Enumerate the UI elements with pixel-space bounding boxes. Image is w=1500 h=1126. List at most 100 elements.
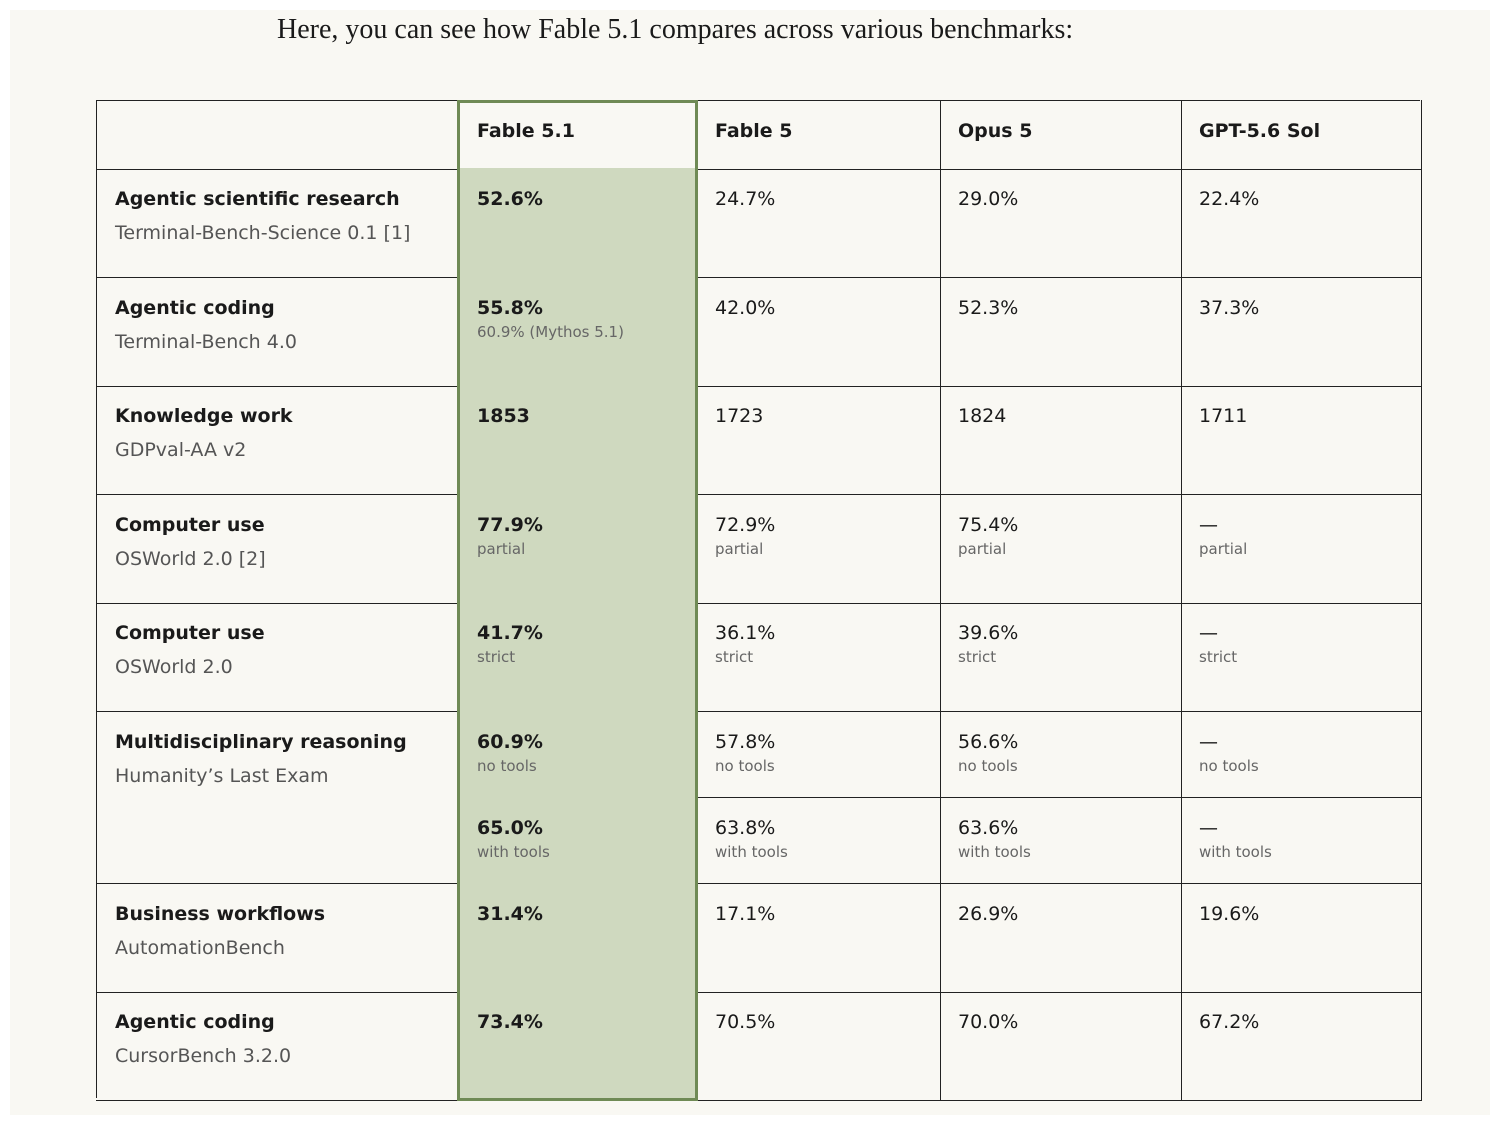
result-cell: 1824 (939, 385, 1182, 495)
result-cell: 72.9% partial (696, 493, 941, 604)
result-value: 1711 (1199, 405, 1248, 427)
result-value: 55.8% (477, 296, 543, 319)
result-cell: 57.8% no tools (696, 710, 941, 798)
result-cell: 67.2% (1180, 991, 1422, 1101)
result-value: 39.6% (958, 622, 1019, 644)
row-label-cell: Agentic coding CursorBench 3.2.0 (96, 991, 460, 1101)
result-cell: 26.9% (939, 882, 1182, 993)
result-value: 56.6% (958, 730, 1019, 753)
row-label-cell: Computer use OSWorld 2.0 (96, 602, 460, 712)
task-name: Business workflows (115, 902, 326, 925)
result-value: 41.7% (477, 622, 543, 644)
result-value: — (1199, 513, 1218, 536)
benchmark-name: OSWorld 2.0 [2] (115, 547, 266, 570)
result-value: 57.8% (715, 730, 776, 753)
result-note: partial (477, 539, 526, 558)
task-name: Agentic scientific research (115, 188, 400, 210)
result-note: partial (958, 539, 1007, 558)
result-value: 70.0% (958, 1011, 1019, 1033)
result-cell: 39.6% strict (939, 602, 1182, 712)
task-name: Multidisciplinary reasoning (115, 730, 407, 753)
result-cell: 52.6% (458, 168, 698, 278)
benchmark-name: GDPval-AA v2 (115, 439, 247, 461)
result-cell: — strict (1180, 602, 1422, 712)
result-cell: 77.9% partial (458, 493, 698, 604)
result-value: 37.3% (1199, 296, 1260, 319)
result-cell: 31.4% (458, 882, 698, 993)
result-value: 63.6% (958, 816, 1019, 839)
result-value: 72.9% (715, 513, 776, 536)
result-value: 26.9% (958, 902, 1019, 925)
task-name: Computer use (115, 622, 265, 644)
row-label-cell: Agentic coding Terminal-Bench 4.0 (96, 276, 460, 387)
result-value: 67.2% (1199, 1011, 1260, 1033)
result-value: 73.4% (477, 1011, 543, 1033)
task-name: Computer use (115, 513, 265, 536)
result-value: 65.0% (477, 816, 543, 839)
result-cell: 1723 (696, 385, 941, 495)
result-cell: 37.3% (1180, 276, 1422, 387)
task-name: Agentic coding (115, 1011, 275, 1033)
row-label-cell: Agentic scientific research Terminal-Benc… (96, 168, 460, 278)
result-cell: 42.0% (696, 276, 941, 387)
result-note: with tools (958, 842, 1031, 861)
result-cell: 65.0% with tools (458, 796, 698, 884)
result-note: strict (1199, 648, 1238, 666)
result-note: partial (715, 539, 764, 558)
result-value: — (1199, 622, 1218, 644)
result-note: partial (1199, 539, 1248, 558)
result-value: 70.5% (715, 1011, 776, 1033)
table-border (96, 100, 1420, 1098)
row-label-cell: Computer use OSWorld 2.0 [2] (96, 493, 460, 604)
result-note: no tools (477, 756, 537, 775)
result-cell: 70.0% (939, 991, 1182, 1101)
column-header: Fable 5 (696, 100, 941, 170)
result-note: strict (958, 648, 997, 666)
result-cell: 41.7% strict (458, 602, 698, 712)
result-note: strict (477, 648, 516, 666)
result-value: 52.6% (477, 188, 543, 210)
task-name: Agentic coding (115, 296, 275, 319)
result-value: 1723 (715, 405, 764, 427)
result-note: with tools (477, 842, 550, 861)
result-cell: 63.8% with tools (696, 796, 941, 884)
benchmark-name: Terminal-Bench 4.0 (115, 330, 297, 353)
result-cell: 55.8% 60.9% (Mythos 5.1) (458, 276, 698, 387)
result-cell: 17.1% (696, 882, 941, 993)
header-cell (96, 100, 460, 170)
result-value: 29.0% (958, 188, 1019, 210)
result-cell: 19.6% (1180, 882, 1422, 993)
result-cell: 52.3% (939, 276, 1182, 387)
benchmark-name: AutomationBench (115, 936, 285, 959)
result-value: 17.1% (715, 902, 776, 925)
result-note: no tools (958, 756, 1018, 775)
result-value: 36.1% (715, 622, 776, 644)
highlight-frame (457, 100, 698, 1101)
result-note: no tools (715, 756, 775, 775)
result-cell: — with tools (1180, 796, 1422, 884)
row-label-cell: Knowledge work GDPval-AA v2 (96, 385, 460, 495)
result-value: 75.4% (958, 513, 1019, 536)
column-header: Opus 5 (939, 100, 1182, 170)
row-label-cell: Business workflows AutomationBench (96, 882, 460, 993)
benchmark-name: OSWorld 2.0 (115, 656, 233, 678)
result-cell: 22.4% (1180, 168, 1422, 278)
result-cell: 75.4% partial (939, 493, 1182, 604)
result-note: with tools (1199, 842, 1272, 861)
intro-text: Here, you can see how Fable 5.1 compares… (277, 14, 1074, 45)
panel (10, 10, 1490, 1115)
result-value: — (1199, 816, 1218, 839)
benchmark-name: Humanity’s Last Exam (115, 764, 329, 787)
benchmark-name: Terminal-Bench-Science 0.1 [1] (115, 222, 411, 244)
result-value: 22.4% (1199, 188, 1260, 210)
result-cell: 29.0% (939, 168, 1182, 278)
benchmark-name: CursorBench 3.2.0 (115, 1045, 292, 1067)
result-value: 31.4% (477, 902, 543, 925)
result-value: 42.0% (715, 296, 776, 319)
result-value: 1824 (958, 405, 1007, 427)
result-note: strict (715, 648, 754, 666)
result-cell: — partial (1180, 493, 1422, 604)
result-cell: 56.6% no tools (939, 710, 1182, 798)
result-value: 19.6% (1199, 902, 1260, 925)
